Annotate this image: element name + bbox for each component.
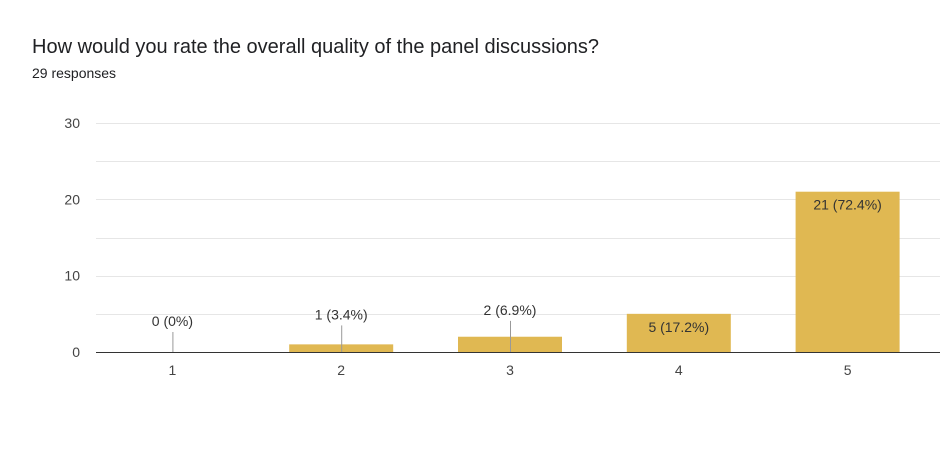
data-label: 5 (17.2%) xyxy=(648,319,709,335)
x-tick-label: 3 xyxy=(506,362,514,378)
response-count: 29 responses xyxy=(32,65,117,81)
x-tick-label: 5 xyxy=(844,362,852,378)
data-label: 1 (3.4%) xyxy=(315,306,368,322)
y-tick-label: 10 xyxy=(64,268,80,284)
bar xyxy=(795,191,900,352)
x-tick-label: 1 xyxy=(169,362,177,378)
y-tick-label: 30 xyxy=(64,115,80,131)
question-title: How would you rate the overall quality o… xyxy=(32,36,599,58)
x-tick-label: 2 xyxy=(337,362,345,378)
y-tick-label: 0 xyxy=(72,344,80,360)
data-label: 0 (0%) xyxy=(152,313,193,329)
data-label: 2 (6.9%) xyxy=(484,302,537,318)
x-tick-label: 4 xyxy=(675,362,683,378)
bar xyxy=(626,313,731,352)
data-label: 21 (72.4%) xyxy=(813,197,881,213)
y-tick-label: 20 xyxy=(64,191,80,207)
